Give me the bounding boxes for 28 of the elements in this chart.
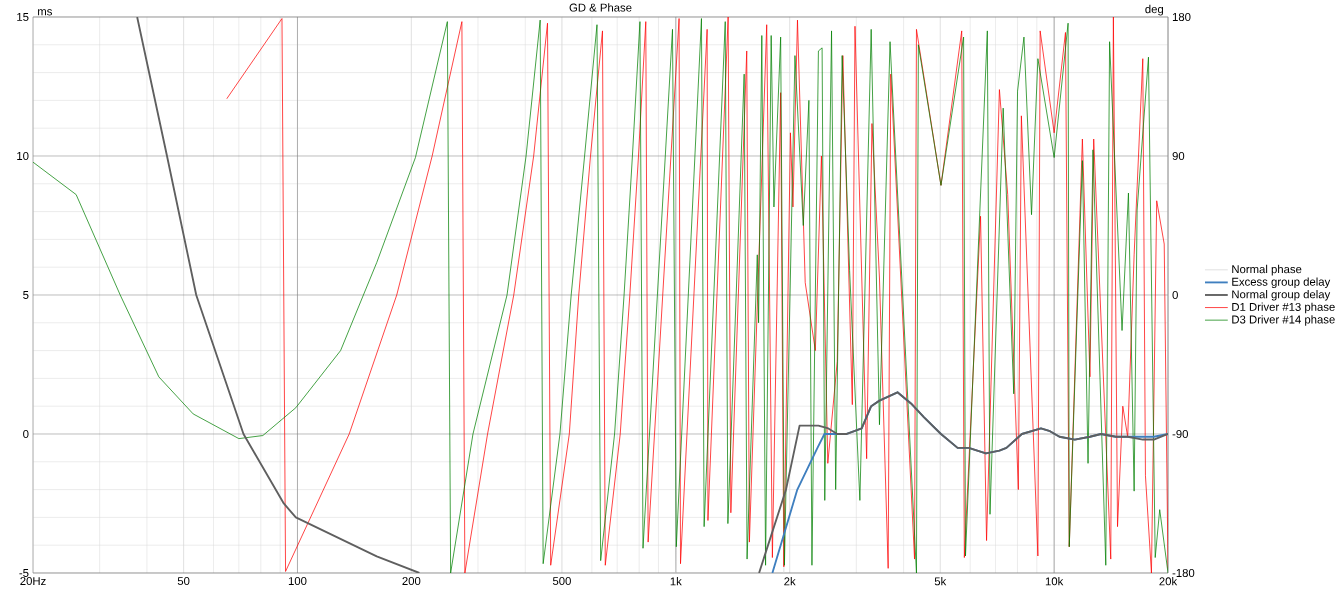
chart-title: GD & Phase	[569, 3, 632, 12]
legend-label: D1 Driver #13 phase	[1232, 302, 1335, 314]
x-tick-label: 1k	[670, 577, 682, 586]
y2-tick-label: 0	[1172, 290, 1178, 299]
x-tick-label: 100	[288, 577, 307, 586]
y-tick-label: 0	[23, 429, 29, 438]
x-tick-label: 500	[552, 577, 571, 586]
x-tick-label: 10k	[1045, 577, 1064, 586]
x-tick-label: 20Hz	[20, 577, 46, 586]
y-tick-label: -5	[19, 569, 29, 577]
x-tick-label: 200	[402, 577, 421, 586]
y-axis-title: ms	[38, 9, 52, 16]
y2-tick-label: -180	[1172, 568, 1195, 577]
legend-label: Normal phase	[1232, 264, 1302, 276]
x-tick-label: 50	[177, 577, 190, 586]
y-tick-label: 15	[17, 13, 29, 21]
y-tick-label: 10	[17, 151, 29, 160]
y-tick-label: 5	[23, 291, 29, 299]
y2-axis-title: deg	[1145, 4, 1164, 16]
y2-tick-label: 180	[1172, 12, 1191, 21]
y2-tick-label: 90	[1172, 151, 1185, 160]
y2-tick-label: -90	[1172, 429, 1188, 438]
legend-label: Normal group delay	[1232, 290, 1331, 301]
legend-label: D3 Driver #14 phase	[1232, 315, 1335, 326]
legend-label: Excess group delay	[1232, 277, 1331, 289]
x-tick-label: 5k	[934, 577, 947, 586]
x-tick-label: 2k	[784, 577, 796, 586]
x-tick-label: 20k	[1159, 577, 1178, 586]
